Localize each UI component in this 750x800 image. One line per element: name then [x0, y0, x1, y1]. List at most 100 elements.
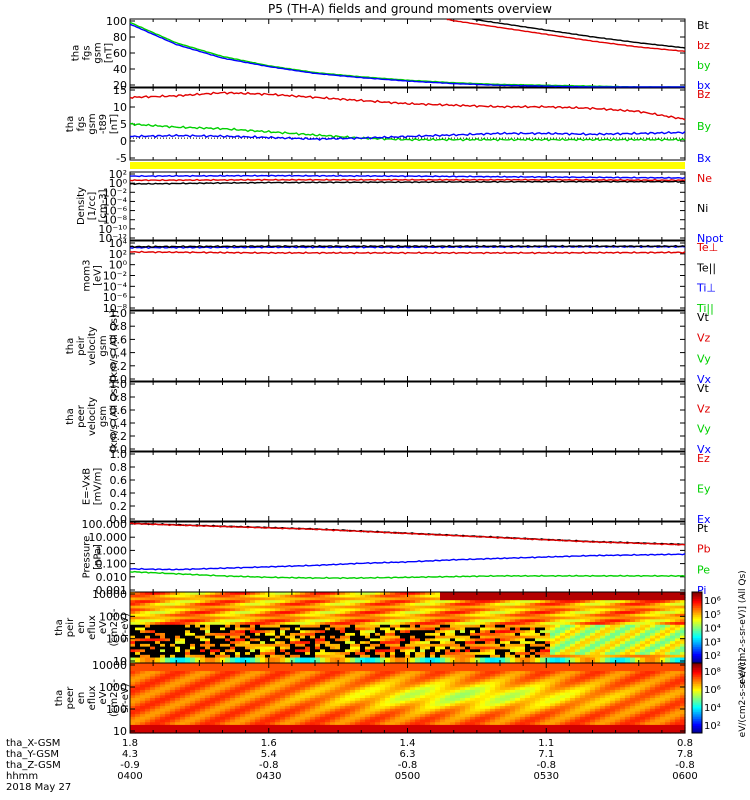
- spectrogram-cell: [520, 635, 526, 640]
- spectrogram-cell: [495, 616, 501, 620]
- spectrogram-cell: [135, 687, 141, 691]
- spectrogram-cell: [420, 608, 426, 612]
- spectrogram-cell: [320, 711, 326, 715]
- spectrogram-cell: [185, 622, 191, 626]
- spectrogram-cell: [375, 624, 381, 629]
- spectrogram-cell: [680, 630, 686, 634]
- spectrogram-cell: [340, 627, 346, 631]
- spectrogram-cell: [215, 684, 221, 688]
- spectrogram-cell: [275, 679, 281, 683]
- spectrogram-cell: [590, 635, 596, 640]
- spectrogram-cell: [535, 646, 541, 650]
- spectrogram-cell: [575, 630, 581, 634]
- spectrogram-cell: [485, 605, 491, 609]
- spectrogram-cell: [240, 695, 246, 699]
- spectrogram-cell: [305, 719, 311, 723]
- spectrogram-cell: [340, 689, 346, 694]
- spectrogram-cell: [675, 627, 681, 631]
- spectrogram-cell: [245, 627, 251, 631]
- spectrogram-cell: [135, 698, 141, 702]
- spectrogram-cell: [225, 727, 231, 731]
- series-line-Pe: [130, 553, 686, 571]
- y-axis-title: tha fgs gsm -t89 [nT]: [65, 113, 120, 134]
- legend-entry: Ne: [697, 172, 712, 185]
- spectrogram-cell: [140, 706, 146, 710]
- spectrogram-cell: [215, 708, 221, 713]
- spectrogram-cell: [635, 646, 641, 650]
- spectrogram-cell: [320, 611, 326, 615]
- spectrogram-cell: [680, 660, 686, 664]
- spectrogram-cell: [255, 613, 261, 618]
- spectrogram-cell: [305, 711, 311, 715]
- spectrogram-cell: [660, 616, 666, 620]
- spectrogram-cell: [145, 681, 151, 686]
- spectrogram-cell: [290, 684, 296, 688]
- spectrogram-cell: [260, 714, 266, 718]
- spectrogram-cell: [595, 600, 601, 604]
- spectrogram-cell: [390, 652, 396, 656]
- spectrogram-cell: [175, 627, 181, 631]
- spectrogram-cell: [660, 619, 666, 623]
- spectrogram-cell: [350, 594, 356, 599]
- spectrogram-cell: [320, 638, 326, 642]
- spectrogram-cell: [215, 641, 221, 645]
- spectrogram-cell: [180, 679, 186, 683]
- spectrogram-cell: [140, 722, 146, 726]
- spectrogram-cell: [610, 627, 616, 631]
- spectrogram-cell: [370, 708, 376, 713]
- spectrogram-cell: [150, 646, 156, 650]
- spectrogram-cell: [645, 597, 651, 601]
- spectrogram-cell: [665, 643, 671, 648]
- spectrogram-cell: [360, 597, 366, 601]
- spectrogram-cell: [315, 646, 321, 650]
- spectrogram-cell: [500, 652, 506, 656]
- spectrogram-cell: [255, 722, 261, 726]
- spectrogram-cell: [655, 622, 661, 626]
- spectrogram-cell: [490, 657, 496, 661]
- spectrogram-cell: [575, 616, 581, 620]
- spectrogram-cell: [260, 695, 266, 699]
- spectrogram-cell: [240, 687, 246, 691]
- spectrogram-cell: [170, 646, 176, 650]
- spectrogram-cell: [175, 684, 181, 688]
- spectrogram-cell: [380, 711, 386, 715]
- spectrogram-cell: [205, 627, 211, 631]
- spectrogram-cell: [380, 703, 386, 707]
- spectrogram-cell: [170, 622, 176, 626]
- spectrogram-cell: [285, 673, 291, 678]
- spectrogram-cell: [215, 727, 221, 731]
- spectrogram-cell: [150, 613, 156, 618]
- spectrogram-cell: [255, 627, 261, 631]
- spectrogram-cell: [535, 649, 541, 653]
- spectrogram-cell: [455, 613, 461, 618]
- spectrogram-cell: [520, 613, 526, 618]
- spectrogram-cell: [360, 708, 366, 713]
- spectrogram-cell: [180, 605, 186, 609]
- spectrogram-cell: [430, 646, 436, 650]
- spectrogram-cell: [355, 724, 361, 729]
- spectrogram-cell: [665, 654, 671, 659]
- spectrogram-cell: [155, 711, 161, 715]
- spectrogram-cell: [325, 706, 331, 710]
- spectrogram-cell: [145, 722, 151, 726]
- spectrogram-cell: [385, 730, 391, 734]
- spectrogram-cell: [285, 719, 291, 723]
- spectrogram-cell: [290, 663, 296, 667]
- spectrogram-cell: [160, 605, 166, 609]
- spectrogram-cell: [145, 668, 151, 672]
- spectrogram-cell: [190, 646, 196, 650]
- spectrogram-cell: [170, 632, 176, 637]
- spectrogram-cell: [610, 605, 616, 609]
- spectrogram-cell: [375, 722, 381, 726]
- spectrogram-cell: [305, 608, 311, 612]
- spectrogram-cell: [385, 708, 391, 713]
- spectrogram-cell: [200, 714, 206, 718]
- spectrogram-cell: [290, 619, 296, 623]
- spectrogram-cell: [330, 652, 336, 656]
- spectrogram-cell: [205, 695, 211, 699]
- spectrogram-cell: [670, 608, 676, 612]
- spectrogram-cell: [285, 660, 291, 664]
- spectrogram-cell: [455, 622, 461, 626]
- spectrogram-cell: [280, 627, 286, 631]
- spectrogram-cell: [320, 716, 326, 721]
